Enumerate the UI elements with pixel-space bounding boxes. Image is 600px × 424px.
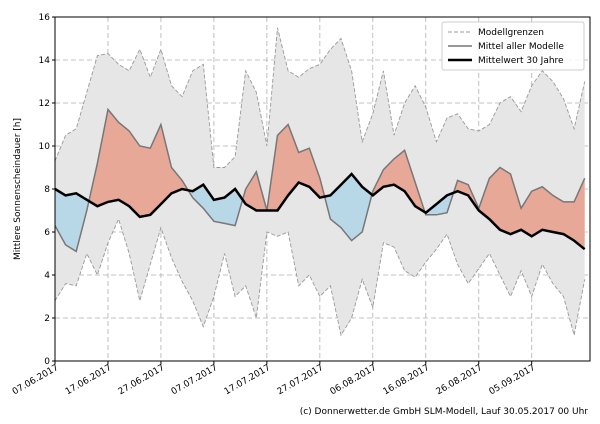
legend-label: Modellgrenzen	[478, 28, 544, 38]
legend-box	[441, 21, 585, 71]
upper-bound-line	[55, 27, 586, 168]
y-tick-label: 6	[44, 228, 50, 238]
x-tick-label: 27.06.2017	[117, 363, 167, 397]
x-tick-label: 26.08.2017	[435, 363, 485, 397]
y-tick-label: 0	[44, 357, 50, 367]
x-tick-label: 16.08.2017	[382, 363, 432, 397]
x-tick-label: 07.07.2017	[170, 363, 220, 397]
y-tick-label: 16	[39, 13, 51, 23]
x-tick-label: 17.06.2017	[64, 363, 114, 397]
mean-line	[55, 107, 586, 253]
y-tick-label: 8	[44, 185, 50, 195]
y-tick-label: 2	[44, 314, 50, 324]
x-tick-label: 27.07.2017	[276, 363, 326, 397]
x-tick-label: 17.07.2017	[223, 363, 273, 397]
climatology-line	[55, 172, 586, 251]
x-tick-label: 06.08.2017	[329, 363, 379, 397]
legend-label: Mittel aller Modelle	[478, 42, 564, 52]
legend-label: Mittelwert 30 Jahre	[478, 56, 564, 66]
y-tick-label: 14	[39, 56, 51, 66]
y-axis-label: Mittlere Sonnenscheindauer [h]	[13, 118, 23, 260]
x-tick-label: 07.06.2017	[11, 363, 61, 397]
y-tick-label: 12	[39, 99, 50, 109]
y-tick-label: 10	[39, 142, 51, 152]
x-tick-label: 05.09.2017	[488, 363, 538, 397]
y-tick-label: 4	[44, 271, 50, 281]
credit: (c) Donnerwetter.de GmbH SLM-Modell, Lau…	[300, 407, 589, 417]
lower-bound-line	[55, 217, 586, 337]
